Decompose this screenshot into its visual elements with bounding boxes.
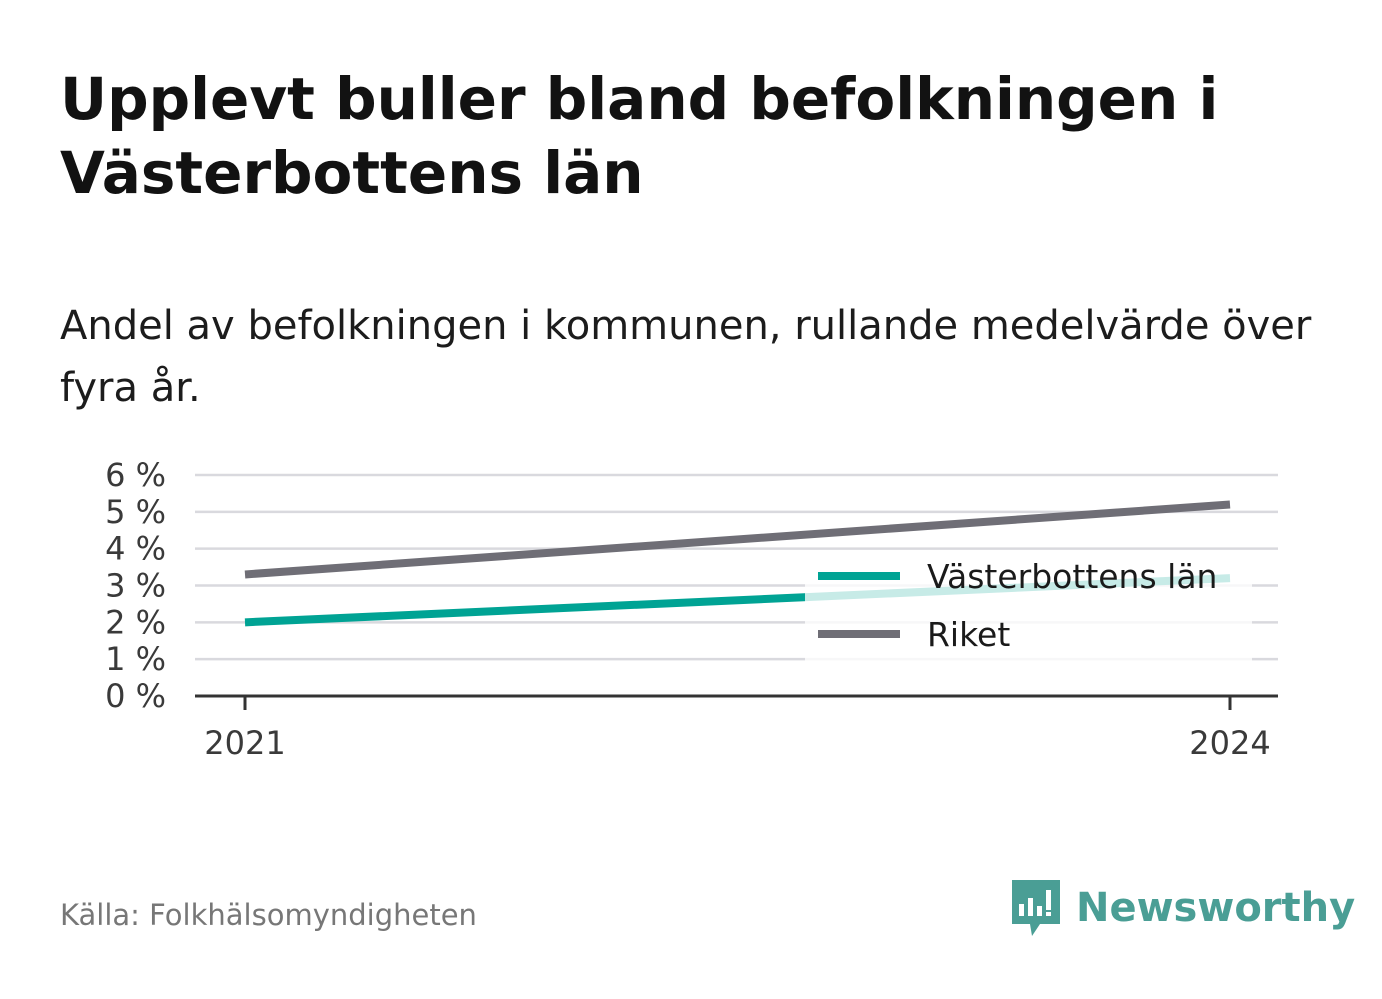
y-tick-label: 4 % xyxy=(105,530,166,568)
brand-name: Newsworthy xyxy=(1076,885,1356,931)
brand-logo: Newsworthy xyxy=(1010,878,1355,938)
newsworthy-logo-icon xyxy=(1012,880,1060,936)
y-tick-label: 2 % xyxy=(105,603,166,641)
x-axis: 2021 2024 xyxy=(195,694,1278,762)
legend-background xyxy=(805,550,1252,662)
y-tick-label: 5 % xyxy=(105,493,166,531)
y-tick-label: 6 % xyxy=(105,456,166,494)
chart-subtitle: Andel av befolkningen i kommunen, rullan… xyxy=(60,303,1312,411)
y-tick-label: 3 % xyxy=(105,567,166,605)
series-line-1 xyxy=(244,500,1231,579)
legend-label: Riket xyxy=(927,615,1010,654)
y-axis-ticks: 0 %1 %2 %3 %4 %5 %6 % xyxy=(105,456,166,715)
y-tick-label: 0 % xyxy=(105,677,166,715)
y-tick-label: 1 % xyxy=(105,640,166,678)
source-note: Källa: Folkhälsomyndigheten xyxy=(60,898,477,932)
line-chart: 0 %1 %2 %3 %4 %5 %6 % 2021 2024 Västerbot… xyxy=(105,456,1278,762)
legend-label: Västerbottens län xyxy=(927,557,1217,596)
chart-title: Upplevt buller bland befolkningen i Väst… xyxy=(60,65,1219,207)
legend: Västerbottens län Riket xyxy=(805,550,1252,662)
x-tick-label: 2021 xyxy=(204,724,285,762)
x-tick-label: 2024 xyxy=(1189,724,1270,762)
